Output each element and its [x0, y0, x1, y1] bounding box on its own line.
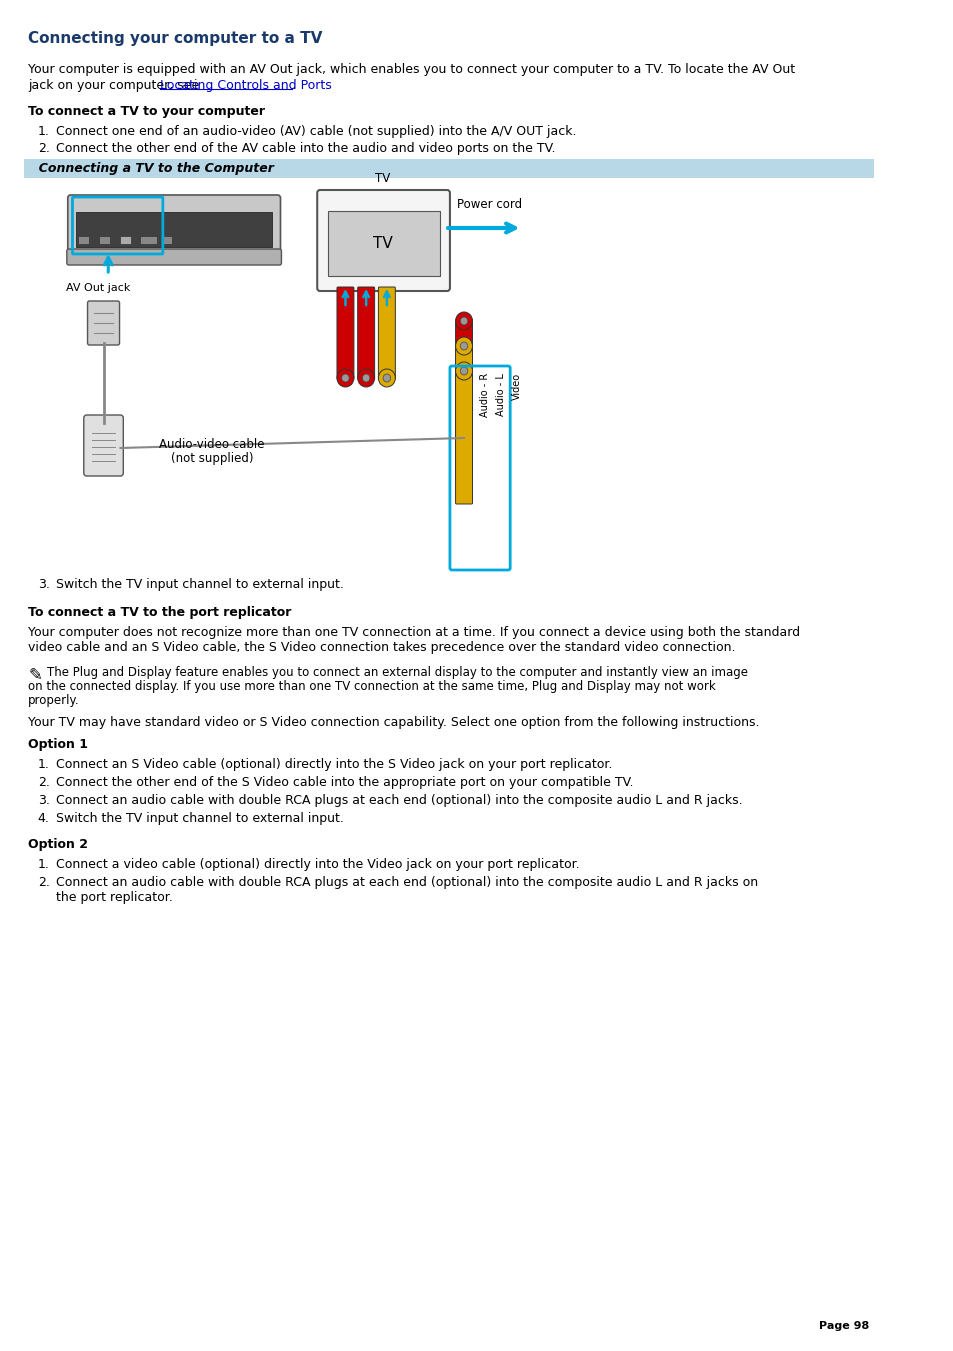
- Text: Connect one end of an audio-video (AV) cable (not supplied) into the A/V OUT jac: Connect one end of an audio-video (AV) c…: [56, 126, 577, 138]
- Circle shape: [456, 312, 472, 330]
- FancyBboxPatch shape: [456, 322, 472, 454]
- FancyBboxPatch shape: [140, 236, 157, 245]
- Text: The Plug and Display feature enables you to connect an external display to the c: The Plug and Display feature enables you…: [47, 666, 747, 680]
- Text: 1.: 1.: [37, 858, 50, 871]
- FancyBboxPatch shape: [76, 212, 272, 247]
- FancyBboxPatch shape: [378, 286, 395, 380]
- Text: Connect a video cable (optional) directly into the Video jack on your port repli: Connect a video cable (optional) directl…: [56, 858, 579, 871]
- Text: properly.: properly.: [29, 694, 80, 707]
- Text: Connect an audio cable with double RCA plugs at each end (optional) into the com: Connect an audio cable with double RCA p…: [56, 794, 742, 807]
- Circle shape: [459, 342, 467, 350]
- Circle shape: [456, 336, 472, 355]
- Text: TV: TV: [375, 172, 391, 185]
- Text: on the connected display. If you use more than one TV connection at the same tim: on the connected display. If you use mor…: [29, 680, 716, 693]
- Text: Option 2: Option 2: [29, 838, 88, 851]
- Text: Option 1: Option 1: [29, 738, 88, 751]
- Text: AV Out jack: AV Out jack: [66, 282, 131, 293]
- Text: Audio - L: Audio - L: [496, 373, 505, 416]
- FancyBboxPatch shape: [78, 236, 90, 245]
- FancyBboxPatch shape: [336, 286, 354, 380]
- Text: 1.: 1.: [37, 758, 50, 771]
- Text: Your computer does not recognize more than one TV connection at a time. If you c: Your computer does not recognize more th…: [29, 626, 800, 639]
- Text: 1.: 1.: [37, 126, 50, 138]
- Text: Connect an S Video cable (optional) directly into the S Video jack on your port : Connect an S Video cable (optional) dire…: [56, 758, 612, 771]
- FancyBboxPatch shape: [68, 195, 280, 255]
- Text: 2.: 2.: [37, 142, 50, 155]
- FancyBboxPatch shape: [327, 211, 439, 276]
- Text: 2.: 2.: [37, 775, 50, 789]
- Text: Your computer is equipped with an AV Out jack, which enables you to connect your: Your computer is equipped with an AV Out…: [29, 63, 795, 76]
- Text: Video: Video: [511, 373, 521, 400]
- Text: Connect an audio cable with double RCA plugs at each end (optional) into the com: Connect an audio cable with double RCA p…: [56, 875, 758, 889]
- Text: TV: TV: [373, 235, 393, 250]
- Text: Connect the other end of the S Video cable into the appropriate port on your com: Connect the other end of the S Video cab…: [56, 775, 634, 789]
- FancyBboxPatch shape: [119, 236, 131, 245]
- Text: Connecting your computer to a TV: Connecting your computer to a TV: [29, 31, 322, 46]
- Text: Switch the TV input channel to external input.: Switch the TV input channel to external …: [56, 578, 344, 590]
- Circle shape: [459, 367, 467, 376]
- FancyBboxPatch shape: [456, 347, 472, 480]
- Text: jack on your computer, see: jack on your computer, see: [29, 78, 203, 92]
- Text: 3.: 3.: [37, 578, 50, 590]
- Text: Switch the TV input channel to external input.: Switch the TV input channel to external …: [56, 812, 344, 825]
- Circle shape: [341, 374, 349, 382]
- Circle shape: [357, 369, 375, 386]
- FancyBboxPatch shape: [161, 236, 172, 245]
- FancyBboxPatch shape: [317, 190, 450, 290]
- Text: Page 98: Page 98: [819, 1321, 869, 1331]
- Circle shape: [383, 374, 390, 382]
- Text: the port replicator.: the port replicator.: [56, 892, 173, 904]
- FancyBboxPatch shape: [24, 159, 874, 178]
- Text: 3.: 3.: [37, 794, 50, 807]
- FancyBboxPatch shape: [456, 372, 472, 504]
- Circle shape: [459, 317, 467, 326]
- Text: Connect the other end of the AV cable into the audio and video ports on the TV.: Connect the other end of the AV cable in…: [56, 142, 556, 155]
- Text: (not supplied): (not supplied): [171, 453, 253, 465]
- Circle shape: [378, 369, 395, 386]
- FancyBboxPatch shape: [88, 301, 119, 345]
- FancyBboxPatch shape: [99, 236, 110, 245]
- Text: Your TV may have standard video or S Video connection capability. Select one opt: Your TV may have standard video or S Vid…: [29, 716, 759, 730]
- Text: 2.: 2.: [37, 875, 50, 889]
- Text: .: .: [292, 78, 295, 92]
- Circle shape: [362, 374, 370, 382]
- Text: To connect a TV to your computer: To connect a TV to your computer: [29, 105, 265, 118]
- Text: Locating Controls and Ports: Locating Controls and Ports: [160, 78, 332, 92]
- Text: Audio-video cable: Audio-video cable: [159, 438, 264, 451]
- Text: Power cord: Power cord: [456, 199, 521, 211]
- Text: To connect a TV to the port replicator: To connect a TV to the port replicator: [29, 607, 292, 619]
- Circle shape: [336, 369, 354, 386]
- Text: Audio - R: Audio - R: [479, 373, 489, 417]
- Circle shape: [456, 362, 472, 380]
- FancyBboxPatch shape: [357, 286, 375, 380]
- Text: Connecting a TV to the Computer: Connecting a TV to the Computer: [30, 162, 274, 176]
- Text: 4.: 4.: [37, 812, 50, 825]
- Text: video cable and an S Video cable, the S Video connection takes precedence over t: video cable and an S Video cable, the S …: [29, 640, 735, 654]
- Text: ✎: ✎: [29, 666, 42, 684]
- FancyBboxPatch shape: [84, 415, 123, 476]
- FancyBboxPatch shape: [67, 249, 281, 265]
